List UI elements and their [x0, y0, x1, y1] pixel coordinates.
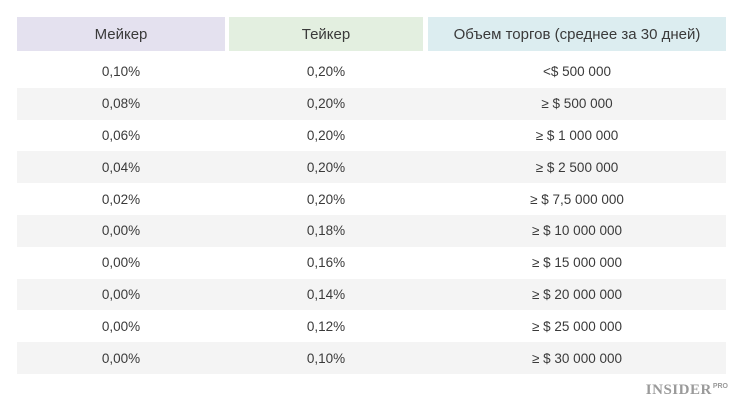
table-row: 0,00% 0,12% ≥ $ 25 000 000: [17, 310, 726, 342]
taker-fee-cell: 0,20%: [306, 64, 346, 80]
fee-table: Мейкер Тейкер Объем торгов (среднее за 3…: [17, 17, 726, 374]
volume-cell: ≥ $ 30 000 000: [532, 350, 622, 366]
volume-cell: ≥ $ 25 000 000: [532, 318, 622, 334]
maker-fee-cell: 0,08%: [101, 96, 141, 112]
insider-pro-logo: INSIDER PRO: [646, 382, 728, 399]
taker-fee-cell: 0,20%: [306, 96, 346, 112]
table-header: Мейкер Тейкер Объем торгов (среднее за 3…: [17, 17, 726, 51]
table-body: 0,10% 0,20% <$ 500 000 0,08% 0,20% ≥ $ 5…: [17, 56, 726, 374]
taker-fee-cell: 0,18%: [306, 223, 346, 239]
table-row: 0,06% 0,20% ≥ $ 1 000 000: [17, 120, 726, 152]
taker-fee-cell: 0,20%: [306, 127, 346, 143]
maker-fee-cell: 0,00%: [101, 350, 141, 366]
header-maker: Мейкер: [17, 17, 225, 51]
volume-cell: <$ 500 000: [543, 64, 611, 80]
header-taker: Тейкер: [229, 17, 423, 51]
volume-cell: ≥ $ 15 000 000: [532, 255, 622, 271]
taker-fee-cell: 0,12%: [306, 318, 346, 334]
table-row: 0,00% 0,16% ≥ $ 15 000 000: [17, 247, 726, 279]
maker-fee-cell: 0,00%: [101, 318, 141, 334]
maker-fee-cell: 0,10%: [101, 64, 141, 80]
table-row: 0,10% 0,20% <$ 500 000: [17, 56, 726, 88]
table-row: 0,00% 0,18% ≥ $ 10 000 000: [17, 214, 726, 247]
volume-cell: ≥ $ 20 000 000: [532, 286, 622, 302]
maker-fee-cell: 0,04%: [101, 159, 141, 175]
taker-fee-cell: 0,20%: [306, 191, 346, 207]
maker-fee-cell: 0,02%: [101, 191, 141, 207]
header-volume: Объем торгов (среднее за 30 дней): [428, 17, 726, 51]
taker-fee-cell: 0,16%: [306, 255, 346, 271]
table-row: 0,00% 0,10% ≥ $ 30 000 000: [17, 342, 726, 374]
table-row: 0,08% 0,20% ≥ $ 500 000: [17, 87, 726, 120]
taker-fee-cell: 0,10%: [306, 350, 346, 366]
taker-fee-cell: 0,20%: [306, 159, 346, 175]
volume-cell: ≥ $ 2 500 000: [535, 159, 619, 175]
table-row: 0,04% 0,20% ≥ $ 2 500 000: [17, 151, 726, 184]
maker-fee-cell: 0,00%: [101, 255, 141, 271]
logo-superscript: PRO: [712, 383, 728, 390]
maker-fee-cell: 0,00%: [101, 223, 141, 239]
logo-text: INSIDER: [645, 382, 712, 398]
volume-cell: ≥ $ 500 000: [541, 96, 613, 112]
volume-cell: ≥ $ 10 000 000: [532, 223, 622, 239]
volume-cell: ≥ $ 1 000 000: [535, 127, 619, 143]
table-row: 0,00% 0,14% ≥ $ 20 000 000: [17, 278, 726, 311]
taker-fee-cell: 0,14%: [306, 286, 346, 302]
maker-fee-cell: 0,00%: [101, 286, 141, 302]
table-row: 0,02% 0,20% ≥ $ 7,5 000 000: [17, 183, 726, 215]
maker-fee-cell: 0,06%: [101, 127, 141, 143]
volume-cell: ≥ $ 7,5 000 000: [530, 191, 624, 207]
